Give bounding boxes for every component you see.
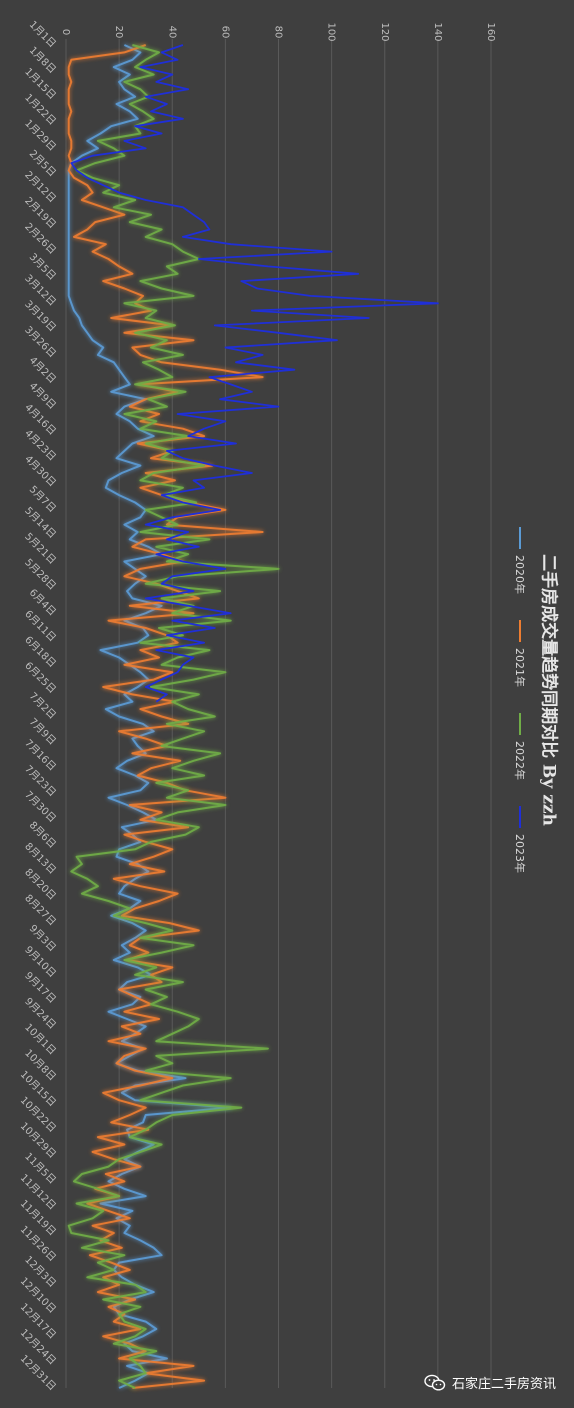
chart-title: 二手房成交量趋势同期对比 By zzh	[538, 554, 559, 826]
date-axis-ticks: 1月1日1月8日1月15日1月22日1月29日2月5日2月12日2月19日2月2…	[18, 18, 59, 1393]
legend-item-2021: 2021年	[512, 620, 528, 687]
legend: 2020年 2021年 2022年 2023年	[512, 527, 528, 873]
legend-swatch-2021	[519, 620, 521, 642]
date-tick-label: 7月2日	[27, 690, 59, 722]
value-axis-ticks: 0 20 40 60 80 100 120 140 160	[60, 22, 496, 41]
value-tick-label: 100	[326, 22, 337, 41]
value-tick-label: 40	[166, 26, 177, 39]
value-tick-label: 0	[60, 29, 71, 35]
legend-swatch-2022	[519, 713, 521, 735]
legend-swatch-2023	[519, 806, 521, 828]
series-line-2021年	[67, 44, 264, 1389]
date-tick-label: 1月1日	[27, 18, 59, 50]
legend-label-2020: 2020年	[513, 555, 526, 594]
legend-item-2020: 2020年	[512, 527, 528, 594]
date-tick-label: 4月2日	[27, 354, 59, 386]
gridlines	[65, 39, 492, 1388]
legend-swatch-2020	[519, 527, 521, 549]
wechat-icon	[424, 1374, 446, 1391]
series-lines	[67, 44, 439, 1389]
value-tick-label: 160	[485, 22, 496, 41]
watermark-text: 石家庄二手房资讯	[451, 1376, 556, 1391]
value-tick-label: 120	[379, 22, 390, 41]
legend-label-2021: 2021年	[513, 648, 526, 687]
value-tick-label: 140	[432, 22, 443, 41]
value-tick-label: 20	[113, 26, 124, 39]
chart-title-container: 二手房成交量趋势同期对比 By zzh	[539, 554, 564, 826]
value-tick-label: 80	[273, 26, 284, 39]
legend-label-2022: 2022年	[513, 741, 526, 780]
series-line-2023年	[70, 44, 439, 703]
legend-label-2023: 2023年	[513, 834, 526, 873]
watermark: 石家庄二手房资讯	[424, 1373, 556, 1392]
legend-item-2023: 2023年	[512, 806, 528, 873]
value-tick-label: 60	[219, 26, 230, 39]
series-line-2022年	[67, 44, 280, 1389]
legend-item-2022: 2022年	[512, 713, 528, 780]
